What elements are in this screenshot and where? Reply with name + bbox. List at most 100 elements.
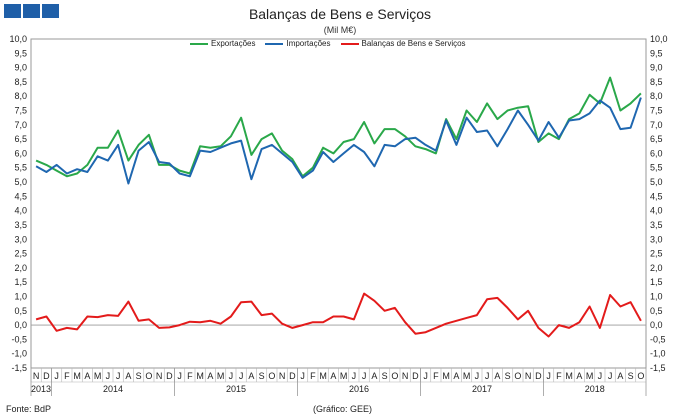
y-tick-label-right: 2,0 <box>650 263 663 273</box>
x-tick-label: O <box>391 371 398 381</box>
x-tick-label: M <box>565 371 573 381</box>
x-tick-label: A <box>207 371 213 381</box>
y-tick-label-right: 4,5 <box>650 191 663 201</box>
x-tick-label: S <box>505 371 511 381</box>
x-tick-label: M <box>463 371 471 381</box>
x-tick-label: N <box>33 371 40 381</box>
y-tick-label-right: 10,0 <box>650 34 668 44</box>
y-tick-label-right: 0,0 <box>650 320 663 330</box>
y-tick-label-right: 6,5 <box>650 134 663 144</box>
year-label: 2015 <box>226 384 246 394</box>
y-tick-label-right: 2,5 <box>650 249 663 259</box>
legend-label-imports: Importações <box>286 39 331 48</box>
y-tick-label-right: 9,5 <box>650 48 663 58</box>
footer-source: Fonte: BdP <box>6 404 52 414</box>
x-tick-label: J <box>362 371 367 381</box>
legend-label-balance: Balanças de Bens e Serviços <box>361 39 466 48</box>
year-label: 2017 <box>472 384 492 394</box>
y-tick-label-right: 1,0 <box>650 291 663 301</box>
x-tick-label: A <box>84 371 90 381</box>
x-tick-label: N <box>156 371 163 381</box>
series-line-imports <box>35 97 642 185</box>
series-line-exports <box>35 76 642 178</box>
y-tick-label-left: 1,0 <box>14 291 27 301</box>
y-tick-label-right: 0,5 <box>650 306 663 316</box>
y-tick-label-right: 7,0 <box>650 120 663 130</box>
x-tick-label: J <box>54 371 59 381</box>
y-tick-label-right: 5,0 <box>650 177 663 187</box>
legend-item-imports: Importações <box>265 39 331 48</box>
y-tick-label-left: 6,0 <box>14 148 27 158</box>
chart-subtitle: (Mil M€) <box>323 25 357 35</box>
year-label: 2018 <box>585 384 605 394</box>
y-tick-label-right: 1,5 <box>650 277 663 287</box>
y-tick-label-right: 5,5 <box>650 163 663 173</box>
x-tick-label: J <box>177 371 182 381</box>
x-tick-label: D <box>535 371 542 381</box>
x-tick-label: A <box>494 371 500 381</box>
y-tick-label-right: 7,5 <box>650 106 663 116</box>
y-tick-label-right: 3,5 <box>650 220 663 230</box>
y-tick-label-left: 2,0 <box>14 263 27 273</box>
x-tick-label: S <box>136 371 142 381</box>
y-tick-label-right: 8,5 <box>650 77 663 87</box>
y-tick-label-right: 4,0 <box>650 206 663 216</box>
y-tick-label-right: -1,0 <box>650 349 666 359</box>
header-logo-block-1 <box>4 4 21 18</box>
x-tick-label: M <box>217 371 225 381</box>
footer-graph-credit: (Gráfico: GEE) <box>313 404 373 414</box>
x-tick-label: J <box>608 371 613 381</box>
x-tick-label: J <box>352 371 357 381</box>
y-tick-label-left: 4,0 <box>14 206 27 216</box>
x-tick-label: D <box>412 371 419 381</box>
x-tick-label: J <box>598 371 603 381</box>
legend-swatch-imports <box>265 42 284 45</box>
year-label: 2014 <box>103 384 123 394</box>
legend-label-exports: Exportações <box>211 39 256 48</box>
y-tick-label-right: 9,0 <box>650 63 663 73</box>
y-tick-label-left: 7,0 <box>14 120 27 130</box>
legend-item-balance: Balanças de Bens e Serviços <box>340 39 466 48</box>
x-tick-label: A <box>371 371 377 381</box>
x-tick-label: J <box>475 371 480 381</box>
x-tick-label: S <box>259 371 265 381</box>
y-tick-label-left: 2,5 <box>14 249 27 259</box>
x-tick-label: F <box>433 371 439 381</box>
x-tick-label: O <box>637 371 644 381</box>
x-tick-label: F <box>556 371 562 381</box>
y-tick-label-right: -0,5 <box>650 334 666 344</box>
header-logo-block-2 <box>23 4 40 18</box>
legend-item-exports: Exportações <box>190 39 255 48</box>
x-tick-label: O <box>268 371 275 381</box>
y-tick-label-right: 3,0 <box>650 234 663 244</box>
x-tick-label: M <box>73 371 81 381</box>
chart-legend: Exportações Importações Balanças de Bens… <box>190 39 466 48</box>
x-tick-label: J <box>300 371 305 381</box>
y-tick-label-left: 10,0 <box>9 34 27 44</box>
x-tick-label: J <box>546 371 551 381</box>
x-tick-label: J <box>485 371 490 381</box>
x-tick-label: F <box>187 371 193 381</box>
x-tick-label: S <box>628 371 634 381</box>
year-label: 2013 <box>31 384 51 394</box>
x-tick-label: J <box>423 371 428 381</box>
y-tick-label-left: -0,5 <box>11 334 27 344</box>
x-tick-label: F <box>310 371 316 381</box>
series-line-balance <box>35 292 642 338</box>
x-tick-label: A <box>248 371 254 381</box>
x-tick-label: M <box>442 371 450 381</box>
y-tick-label-left: 3,0 <box>14 234 27 244</box>
x-tick-label: A <box>125 371 131 381</box>
x-tick-label: N <box>402 371 409 381</box>
x-tick-label: M <box>340 371 348 381</box>
x-tick-label: D <box>166 371 173 381</box>
y-tick-label-left: 0,0 <box>14 320 27 330</box>
y-tick-label-left: 7,5 <box>14 106 27 116</box>
y-tick-label-left: 9,5 <box>14 48 27 58</box>
x-tick-label: J <box>106 371 111 381</box>
plot-frame <box>30 38 647 369</box>
y-tick-label-left: 1,5 <box>14 277 27 287</box>
x-tick-label: O <box>514 371 521 381</box>
y-tick-label-right: 8,0 <box>650 91 663 101</box>
